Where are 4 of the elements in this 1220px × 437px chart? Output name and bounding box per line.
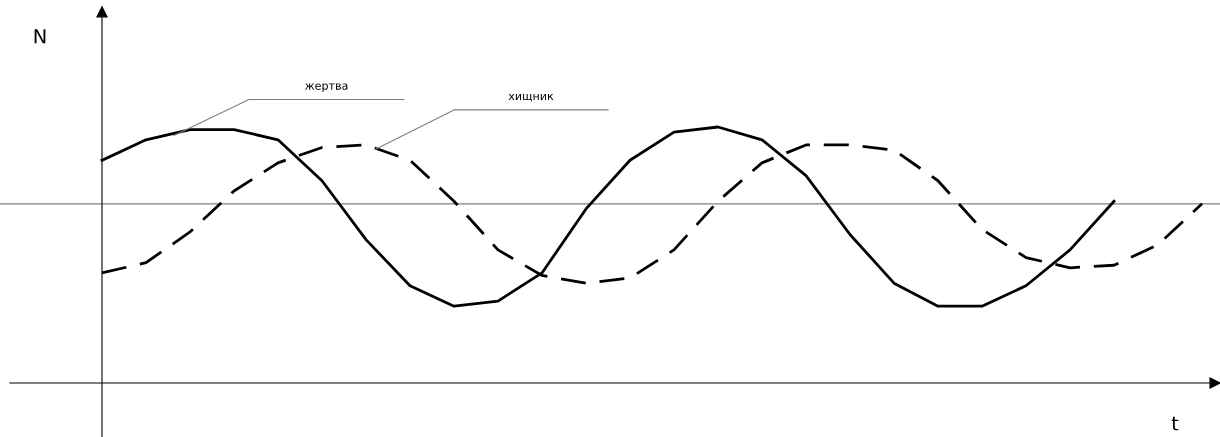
x-axis-title: t [1171,416,1179,431]
text: жертва [305,83,348,92]
y-axis-title: N [34,29,46,44]
text: хищник [508,93,554,102]
